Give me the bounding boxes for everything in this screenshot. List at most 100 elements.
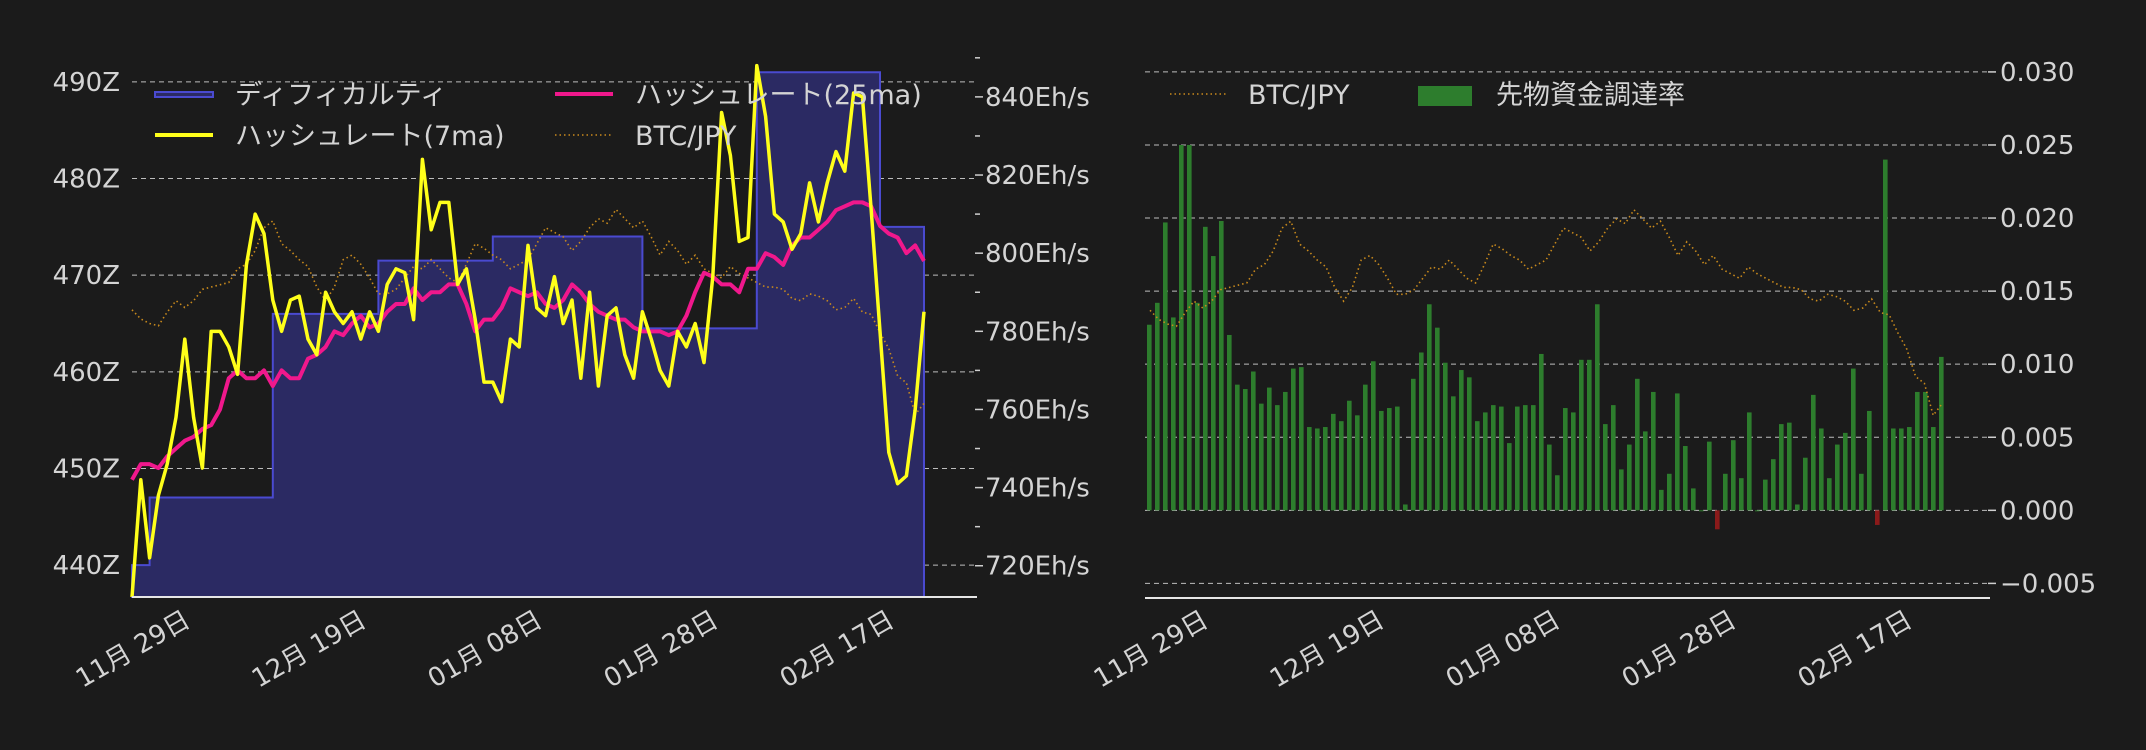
funding-rate-bar: [1243, 389, 1248, 511]
funding-rate-bar: [1891, 428, 1896, 511]
funding-rate-bar: [1883, 159, 1888, 511]
funding-rate-bar: [1219, 220, 1224, 511]
x-tick-label: 11月 29日: [1089, 605, 1213, 694]
funding-rate-bar: [1691, 488, 1696, 511]
funding-rate-bar: [1931, 427, 1936, 511]
hashrate-difficulty-chart: 440Z 450Z 460Z 470Z 480Z 490Z 720Eh/s 740Eh/s 76…: [53, 57, 1090, 694]
funding-rate-bar: [1459, 370, 1464, 511]
funding-rate-bar: [1475, 421, 1480, 511]
funding-rate-bar: [1923, 391, 1928, 511]
funding-rate-bar: [1667, 473, 1672, 511]
funding-rate-bar: [1643, 431, 1648, 511]
legend-label: 先物資金調達率: [1496, 80, 1685, 111]
funding-rate-bar: [1731, 440, 1736, 511]
funding-rate-bar: [1427, 304, 1432, 511]
funding-rate-bar: [1723, 473, 1728, 511]
funding-rate-bar: [1763, 479, 1768, 511]
funding-rate-bar: [1275, 405, 1280, 511]
funding-rate-bar: [1619, 469, 1624, 511]
legend-label: ハッシュレート(25ma): [635, 80, 922, 111]
right-tick-label: 0.005: [2000, 423, 2074, 453]
x-tick-label: 01月 08日: [1441, 605, 1565, 694]
btc-jpy-line: [1149, 208, 1943, 418]
funding-rate-bar: [1323, 427, 1328, 511]
legend-label: BTC/JPY: [635, 121, 737, 152]
funding-rate-bar: [1147, 324, 1152, 511]
funding-rate-bar: [1203, 226, 1208, 511]
left-tick-label: 460Z: [53, 358, 120, 388]
funding-rate-bar: [1811, 394, 1816, 511]
funding-rate-bar: [1635, 378, 1640, 511]
funding-rate-bar: [1651, 391, 1656, 511]
funding-rate-bar: [1163, 222, 1168, 511]
funding-rate-bar: [1699, 510, 1704, 512]
funding-rate-bar: [1867, 410, 1872, 511]
funding-rate-bar: [1347, 400, 1352, 511]
funding-rate-bar: [1379, 410, 1384, 511]
funding-rate-bar: [1803, 457, 1808, 511]
funding-rate-bar: [1683, 446, 1688, 511]
funding-rate-chart: −0.005 0.000 0.005 0.010 0.015 0.020 0.025 0.03…: [1089, 58, 2096, 694]
x-tick-label: 11月 29日: [71, 605, 195, 694]
x-tick-label: 12月 19日: [1265, 605, 1389, 694]
funding-rate-bar: [1915, 391, 1920, 511]
right-tick-label: 820Eh/s: [985, 161, 1090, 191]
funding-rate-bar: [1851, 368, 1856, 511]
funding-rate-bar: [1715, 510, 1720, 530]
left-tick-label: 490Z: [53, 68, 120, 98]
funding-rate-bar: [1179, 144, 1184, 511]
funding-rate-bar: [1547, 444, 1552, 511]
funding-rate-bar: [1771, 459, 1776, 511]
legend-label: BTC/JPY: [1248, 80, 1350, 111]
hashrate-7ma-line: [130, 63, 926, 598]
x-tick-label: 02月 17日: [1793, 605, 1917, 694]
funding-rate-bar: [1411, 378, 1416, 511]
legend-swatch-difficulty: [154, 91, 214, 98]
funding-rate-bar: [1451, 396, 1456, 511]
funding-rate-bar: [1819, 428, 1824, 511]
funding-rate-bar: [1899, 428, 1904, 511]
funding-rate-bar: [1595, 304, 1600, 511]
funding-rate-bar: [1587, 359, 1592, 511]
funding-rate-bar: [1235, 384, 1240, 511]
funding-rate-bar: [1611, 405, 1616, 511]
funding-rate-bar: [1291, 368, 1296, 511]
funding-rate-bar: [1419, 352, 1424, 511]
funding-rate-bar: [1939, 356, 1944, 511]
funding-rate-bar: [1531, 405, 1536, 511]
funding-rate-bar: [1875, 510, 1880, 525]
funding-rate-bar: [1523, 405, 1528, 511]
funding-rate-bar: [1603, 424, 1608, 511]
funding-rate-bar: [1443, 362, 1448, 511]
funding-rate-bar: [1283, 391, 1288, 511]
left-tick-label: 450Z: [53, 454, 120, 484]
right-tick-label: 720Eh/s: [985, 552, 1090, 582]
funding-rate-bar: [1571, 412, 1576, 511]
funding-rate-bar: [1579, 359, 1584, 511]
funding-rate-bar: [1795, 504, 1800, 511]
funding-rate-bar: [1539, 353, 1544, 511]
right-tick-label: 760Eh/s: [985, 395, 1090, 425]
funding-rate-bar: [1371, 361, 1376, 511]
funding-rate-bar: [1499, 406, 1504, 511]
x-tick-label: 12月 19日: [247, 605, 371, 694]
right-tick-label: 0.020: [2000, 204, 2074, 234]
funding-rate-bar: [1331, 413, 1336, 511]
funding-rate-bar: [1259, 403, 1264, 511]
funding-rate-bar: [1747, 412, 1752, 511]
funding-rate-bar: [1779, 424, 1784, 511]
funding-rate-bar: [1627, 444, 1632, 511]
right-tick-label: −0.005: [2000, 569, 2096, 599]
funding-rate-bar: [1251, 371, 1256, 511]
funding-rate-bar: [1307, 427, 1312, 511]
legend-label: ハッシュレート(7ma): [235, 121, 505, 152]
funding-rate-bar: [1739, 478, 1744, 511]
funding-rate-bar: [1835, 444, 1840, 511]
funding-rate-bar: [1859, 473, 1864, 511]
funding-rate-bar: [1267, 387, 1272, 511]
right-tick-label: 840Eh/s: [985, 83, 1090, 113]
funding-rate-bar: [1467, 377, 1472, 511]
right-tick-label: 0.015: [2000, 277, 2074, 307]
right-tick-label: 740Eh/s: [985, 474, 1090, 504]
x-tick-label: 02月 17日: [775, 605, 899, 694]
